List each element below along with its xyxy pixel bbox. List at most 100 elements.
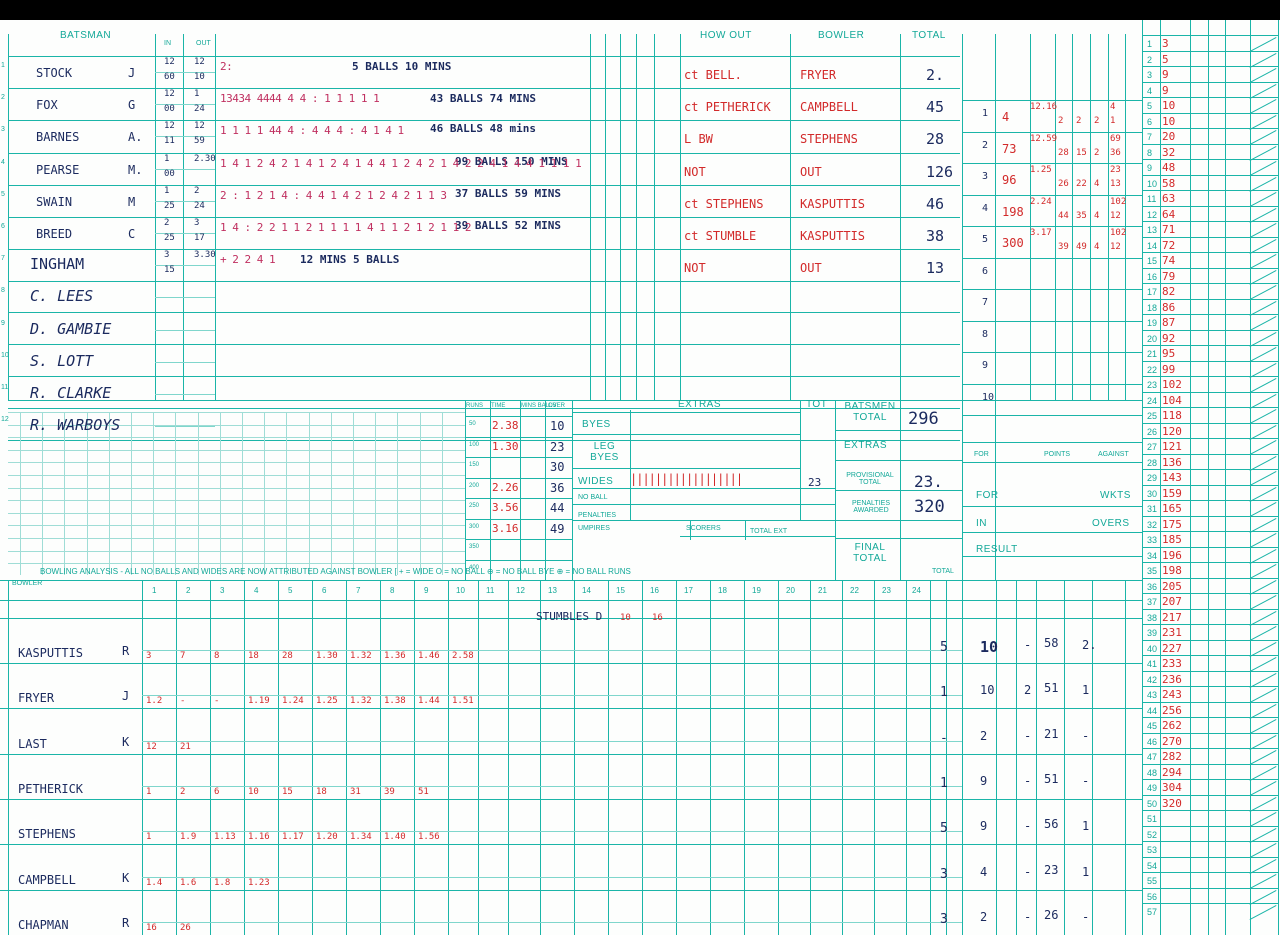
rule-line <box>962 415 1142 416</box>
milestone-col-header: MINS BALLS <box>521 403 557 409</box>
rule-line <box>1055 34 1056 400</box>
over-cumulative: 1.13 <box>214 832 236 842</box>
rule-line <box>1278 20 1279 935</box>
over-number: 10 <box>1147 179 1158 189</box>
bowler-name: FRYER <box>18 691 55 705</box>
cumulative-score: 233 <box>1162 657 1182 670</box>
batsman-name: D. GAMBIE <box>30 320 112 338</box>
batsman-initial: M <box>128 195 136 209</box>
cumulative-score: 256 <box>1162 704 1182 717</box>
extras-box-header: EXTRAS <box>678 399 722 410</box>
rule-line <box>1142 764 1278 765</box>
fow-wicket-number: 1 <box>982 108 989 119</box>
bowler-extras: 5 <box>940 640 948 655</box>
cumulative-score: 243 <box>1162 688 1182 701</box>
points-label: POINTS <box>1044 451 1071 458</box>
over-number-header: 18 <box>718 586 727 595</box>
rule-line <box>142 877 962 878</box>
cumulative-score: 71 <box>1162 223 1176 236</box>
cumulative-score: 143 <box>1162 471 1182 484</box>
rule-line <box>8 185 960 186</box>
rule-line <box>8 217 960 218</box>
rule-line <box>572 504 835 505</box>
extras-total-label: EXTRAS <box>844 440 888 451</box>
penalties-label: PENALTIES <box>578 512 616 519</box>
bowler-runs: 26 <box>1044 908 1059 922</box>
rule-line <box>1249 191 1277 207</box>
innings-note: 12 MINS 5 BALLS <box>300 253 400 266</box>
rule-line <box>465 498 572 499</box>
rule-line <box>286 412 288 575</box>
time-out-min: 17 <box>194 233 205 243</box>
cumulative-score: 95 <box>1162 347 1176 360</box>
fow-time: 12.16 <box>1030 102 1058 112</box>
rule-line <box>1142 702 1278 703</box>
over-number: 21 <box>1147 349 1158 359</box>
cumulative-score: 48 <box>1162 161 1176 174</box>
over-cumulative: 1.32 <box>350 696 372 706</box>
innings-note: 5 BALLS 10 MINS <box>352 60 452 73</box>
batsman-number: 9 <box>1 320 5 327</box>
rule-line <box>1249 718 1277 734</box>
fow-time: 1.25 <box>1030 165 1052 175</box>
over-number: 2 <box>1147 55 1153 65</box>
rule-line <box>8 34 9 400</box>
rule-line <box>1249 439 1277 455</box>
bowler-overs: 10 <box>980 683 995 697</box>
rule-line <box>155 104 215 105</box>
rule-line <box>1142 392 1278 393</box>
cumulative-score: 227 <box>1162 642 1182 655</box>
cumulative-score: 304 <box>1162 781 1182 794</box>
byes-label: BYES <box>582 419 611 430</box>
over-number-header: 21 <box>818 586 827 595</box>
cumulative-score: 207 <box>1162 595 1182 608</box>
fow-wicket-number: 6 <box>982 266 989 277</box>
over-number: 7 <box>1147 132 1153 142</box>
rule-line <box>835 538 962 539</box>
rule-line <box>441 412 443 575</box>
rule-line <box>8 440 960 441</box>
rule-line <box>1142 237 1278 238</box>
cumulative-score: 217 <box>1162 611 1182 624</box>
rule-line <box>142 580 143 935</box>
over-number: 40 <box>1147 644 1158 654</box>
over-number: 57 <box>1147 907 1158 917</box>
rule-line <box>710 580 711 935</box>
rule-line <box>1030 34 1031 400</box>
points-for-label: FOR <box>974 451 989 458</box>
rule-line <box>1249 563 1277 579</box>
rule-line <box>1142 578 1278 579</box>
over-number-header: 8 <box>390 586 395 595</box>
rule-line <box>654 34 655 400</box>
fow-balls: 22 <box>1076 179 1087 189</box>
rule-line <box>1249 749 1277 765</box>
batsman-number: 5 <box>1 191 5 198</box>
time-in: 12 <box>164 89 175 99</box>
rule-line <box>962 100 1142 101</box>
scoring-strokes: 2 : 1 2 1 4 : 4 4 1 4 2 1 2 4 2 1 1 3 <box>220 189 447 202</box>
over-cumulative: 6 <box>214 787 220 797</box>
rule-line <box>1249 346 1277 362</box>
over-cumulative: 1.51 <box>452 696 474 706</box>
fow-wicket-number: 9 <box>982 360 989 371</box>
bowler-maidens: - <box>1024 729 1032 743</box>
scoring-strokes: 1 4 : 2 2 1 1 2 1 1 1 1 4 1 1 2 1 2 1 1 … <box>220 221 472 234</box>
time-in-min: 15 <box>164 265 175 275</box>
rule-line <box>962 556 1142 557</box>
fow-out-bat: 2 <box>1094 148 1100 158</box>
rule-line <box>835 520 962 521</box>
over-number-header: 15 <box>616 586 625 595</box>
rule-line <box>1249 501 1277 517</box>
batsman-name: BREED <box>36 227 73 241</box>
over-number: 14 <box>1147 241 1158 251</box>
rule-line <box>962 34 963 580</box>
overs-label: OVERS <box>1092 518 1130 529</box>
rule-line <box>0 708 1142 710</box>
cumulative-score: 282 <box>1162 750 1182 763</box>
bowler-runs: 51 <box>1044 772 1059 786</box>
stumbles-note: STUMBLES D <box>536 610 603 623</box>
batsman-name: BARNES <box>36 130 80 144</box>
time-out-min: 24 <box>194 104 205 114</box>
milestone-runs: 100 <box>469 442 480 448</box>
cumulative-score: 92 <box>1162 332 1176 345</box>
